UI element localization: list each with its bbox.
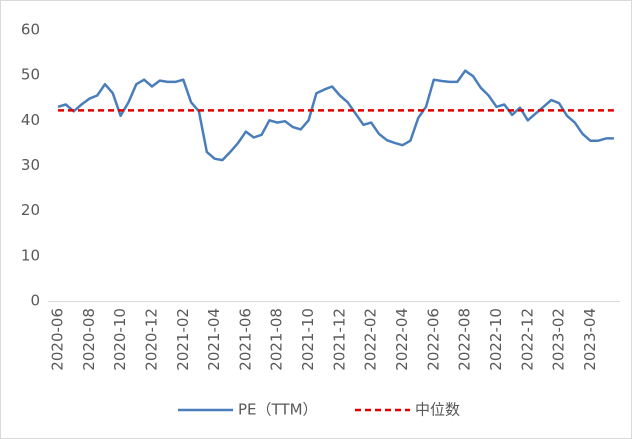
legend-label: PE（TTM）	[238, 401, 318, 419]
x-tick-label: 2021-08	[268, 308, 286, 371]
x-tick-label: 2021-12	[330, 308, 348, 371]
x-tick-label: 2020-06	[49, 308, 67, 371]
x-tick-label: 2022-08	[456, 308, 474, 371]
y-tick-label: 60	[21, 21, 40, 39]
x-tick-label: 2021-10	[299, 308, 317, 371]
y-tick-label: 20	[21, 201, 40, 219]
legend-label: 中位数	[415, 401, 460, 419]
y-tick-label: 30	[21, 156, 40, 174]
x-tick-label: 2022-12	[518, 308, 536, 371]
x-tick-label: 2021-02	[174, 308, 192, 371]
x-tick-label: 2022-02	[362, 308, 380, 371]
y-tick-label: 0	[30, 292, 40, 310]
x-tick-label: 2020-10	[111, 308, 129, 371]
y-tick-label: 40	[21, 111, 40, 129]
x-tick-label: 2022-04	[393, 308, 411, 371]
x-tick-label: 2022-10	[487, 308, 505, 371]
x-tick-label: 2021-04	[205, 308, 223, 371]
x-tick-label: 2022-06	[424, 308, 442, 371]
x-tick-label: 2020-12	[142, 308, 160, 371]
y-tick-label: 50	[21, 66, 40, 84]
y-tick-label: 10	[21, 246, 40, 264]
x-tick-label: 2023-04	[581, 308, 599, 371]
x-tick-label: 2021-06	[236, 308, 254, 371]
x-tick-label: 2023-02	[550, 308, 568, 371]
x-tick-label: 2020-08	[80, 308, 98, 371]
